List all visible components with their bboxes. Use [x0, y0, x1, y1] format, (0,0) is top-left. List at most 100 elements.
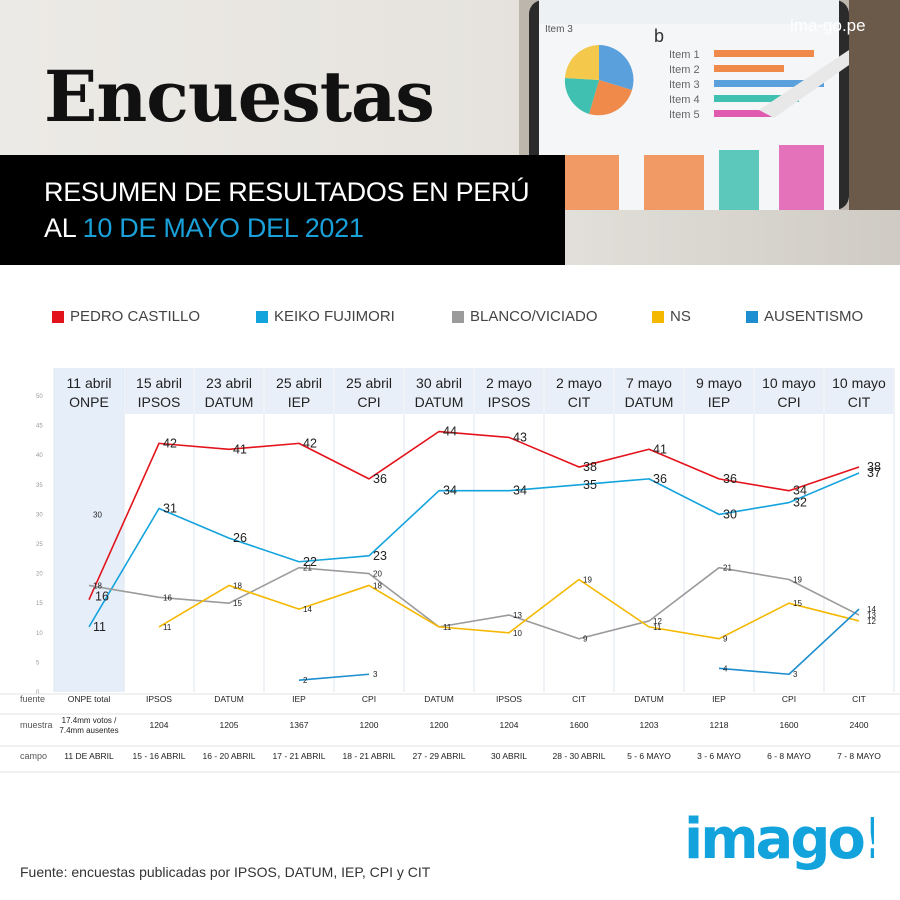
data-label: 23 [373, 549, 387, 563]
data-label: 31 [163, 501, 177, 515]
table-cell: CIT [852, 694, 866, 704]
table-cell: 27 - 29 ABRIL [413, 751, 466, 761]
column-header-date: 9 mayo [696, 375, 742, 391]
table-cell: 1200 [430, 720, 449, 730]
data-label: 9 [583, 635, 588, 644]
y-tick-label: 45 [36, 424, 43, 430]
legend-swatch [52, 310, 64, 323]
site-url: ima-go.pe [790, 16, 866, 35]
table-cell: CIT [572, 694, 586, 704]
tablet-item-label: Item 3 [669, 79, 700, 91]
tablet-item-label: Item 1 [669, 49, 700, 61]
table-cell: 1204 [150, 720, 169, 730]
table-cell: 17.4mm votos / [62, 716, 117, 725]
column-header-pollster: CPI [357, 394, 380, 410]
data-label: 11 [653, 623, 662, 632]
subtitle-line2: AL 10 DE MAYO DEL 2021 [44, 213, 364, 244]
data-label: 21 [303, 564, 312, 573]
data-label: 9 [723, 635, 728, 644]
column-header-bg [125, 368, 193, 414]
data-label: 38 [867, 460, 881, 474]
annotation-label: 16 [95, 589, 109, 603]
data-label: 36 [373, 472, 387, 486]
column-header-pollster: CIT [848, 394, 871, 410]
table-cell: 3 - 6 MAYO [697, 751, 741, 761]
column-header-date: 30 abril [416, 375, 462, 391]
legend-swatch [452, 310, 464, 323]
column-header-bg [195, 368, 263, 414]
header-banner: Item 3 b Item 1 Item 2 Item 3 Item 4 Ite… [0, 0, 900, 265]
column-header-bg [685, 368, 753, 414]
tablet-item-label: Item 4 [669, 94, 700, 106]
table-cell: 11 DE ABRIL [64, 751, 114, 761]
data-label: 4 [723, 664, 728, 673]
data-label: 13 [867, 611, 876, 620]
column-header-date: 10 mayo [762, 375, 816, 391]
data-label: 32 [793, 496, 807, 510]
legend-label: BLANCO/VICIADO [470, 308, 598, 325]
table-cell: 1367 [290, 720, 309, 730]
table-cell: 30 ABRIL [491, 751, 527, 761]
table-cell: 6 - 8 MAYO [767, 751, 811, 761]
table-cell: 1204 [500, 720, 519, 730]
data-label: 18 [93, 581, 102, 590]
table-cell: 7 - 8 MAYO [837, 751, 881, 761]
data-label: 15 [233, 599, 242, 608]
y-tick-label: 10 [36, 631, 43, 637]
table-cell: 15 - 16 ABRIL [133, 751, 186, 761]
data-label: 11 [163, 623, 172, 632]
data-label: 44 [443, 425, 457, 439]
data-label: 11 [443, 623, 452, 632]
column-header-pollster: IEP [288, 394, 311, 410]
table-cell: IPSOS [146, 694, 172, 704]
table-cell: CPI [782, 694, 796, 704]
column-header-date: 23 abril [206, 375, 252, 391]
data-label: 30 [723, 507, 737, 521]
table-cell: CPI [362, 694, 376, 704]
column-header-bg [335, 368, 403, 414]
legend-label: NS [670, 308, 691, 325]
legend-entry-ns: NS [652, 308, 691, 325]
table-cell: 5 - 6 MAYO [627, 751, 671, 761]
tablet-letter: b [654, 26, 664, 46]
column-header-date: 10 mayo [832, 375, 886, 391]
data-label: 34 [793, 484, 807, 498]
data-label: 38 [583, 460, 597, 474]
series-line-2 [88, 472, 860, 628]
tablet-photo: Item 3 b Item 1 Item 2 Item 3 Item 4 Ite… [519, 0, 900, 210]
legend-entry-ausentismo: AUSENTISMO [746, 308, 863, 325]
table-cell: 1600 [780, 720, 799, 730]
table-cell: 7.4mm ausentes [59, 726, 118, 735]
data-label: 10 [513, 629, 522, 638]
legend-swatch [746, 310, 758, 323]
data-label: 19 [793, 576, 802, 585]
column-header-bg [405, 368, 473, 414]
table-cell: ONPE total [68, 694, 111, 704]
y-tick-label: 40 [36, 453, 43, 459]
column-header-bg [825, 368, 893, 414]
data-label: 36 [723, 472, 737, 486]
table-cell: DATUM [424, 694, 454, 704]
onpe-band [54, 368, 124, 692]
data-label: 43 [513, 430, 527, 444]
legend-entry-castillo: PEDRO CASTILLO [52, 308, 200, 325]
table-cell: 1200 [360, 720, 379, 730]
data-label: 16 [163, 593, 172, 602]
column-header-date: 25 abril [276, 375, 322, 391]
y-tick-label: 25 [36, 542, 43, 548]
chart-legend: PEDRO CASTILLO KEIKO FUJIMORI BLANCO/VIC… [0, 308, 900, 332]
legend-swatch [256, 310, 268, 323]
data-label: 22 [303, 555, 317, 569]
data-label: 35 [583, 478, 597, 492]
y-tick-label: 35 [36, 483, 43, 489]
data-label: 15 [793, 599, 802, 608]
data-label: 20 [373, 570, 382, 579]
column-header-pollster: DATUM [415, 394, 464, 410]
tablet-bars [559, 50, 824, 210]
data-label: 36 [653, 472, 667, 486]
data-label: 11 [93, 620, 106, 634]
y-tick-label: 15 [36, 601, 43, 607]
column-header-date: 11 abril [67, 375, 112, 391]
tablet-pie [564, 45, 634, 116]
